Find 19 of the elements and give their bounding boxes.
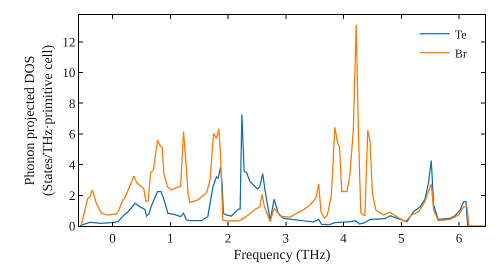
x-tick-label: 0 bbox=[109, 230, 116, 246]
legend-label: Te bbox=[454, 27, 467, 42]
y-tick-label: 12 bbox=[62, 34, 76, 50]
x-axis-title: Frequency (THz) bbox=[234, 248, 331, 263]
y-tick-label: 0 bbox=[68, 218, 76, 234]
y-tick-label: 10 bbox=[62, 65, 76, 80]
legend-label: Br bbox=[454, 46, 467, 60]
y-tick-label: 6 bbox=[68, 126, 76, 142]
x-tick-label: 4 bbox=[340, 230, 348, 246]
y-tick-label: 8 bbox=[68, 96, 76, 111]
x-tick-label: 2 bbox=[224, 230, 232, 246]
x-tick-label: 3 bbox=[282, 230, 289, 246]
x-tick-label: 5 bbox=[398, 230, 405, 246]
y-tick-label: 2 bbox=[68, 188, 76, 203]
y-tick-label: 4 bbox=[68, 157, 76, 172]
x-tick-label: 1 bbox=[167, 230, 174, 246]
line-series bbox=[80, 24, 485, 226]
x-tick-label: 6 bbox=[456, 230, 463, 246]
y-axis-title: Phonon projected DOS (States/THz·primitive cell) bbox=[22, 44, 56, 196]
